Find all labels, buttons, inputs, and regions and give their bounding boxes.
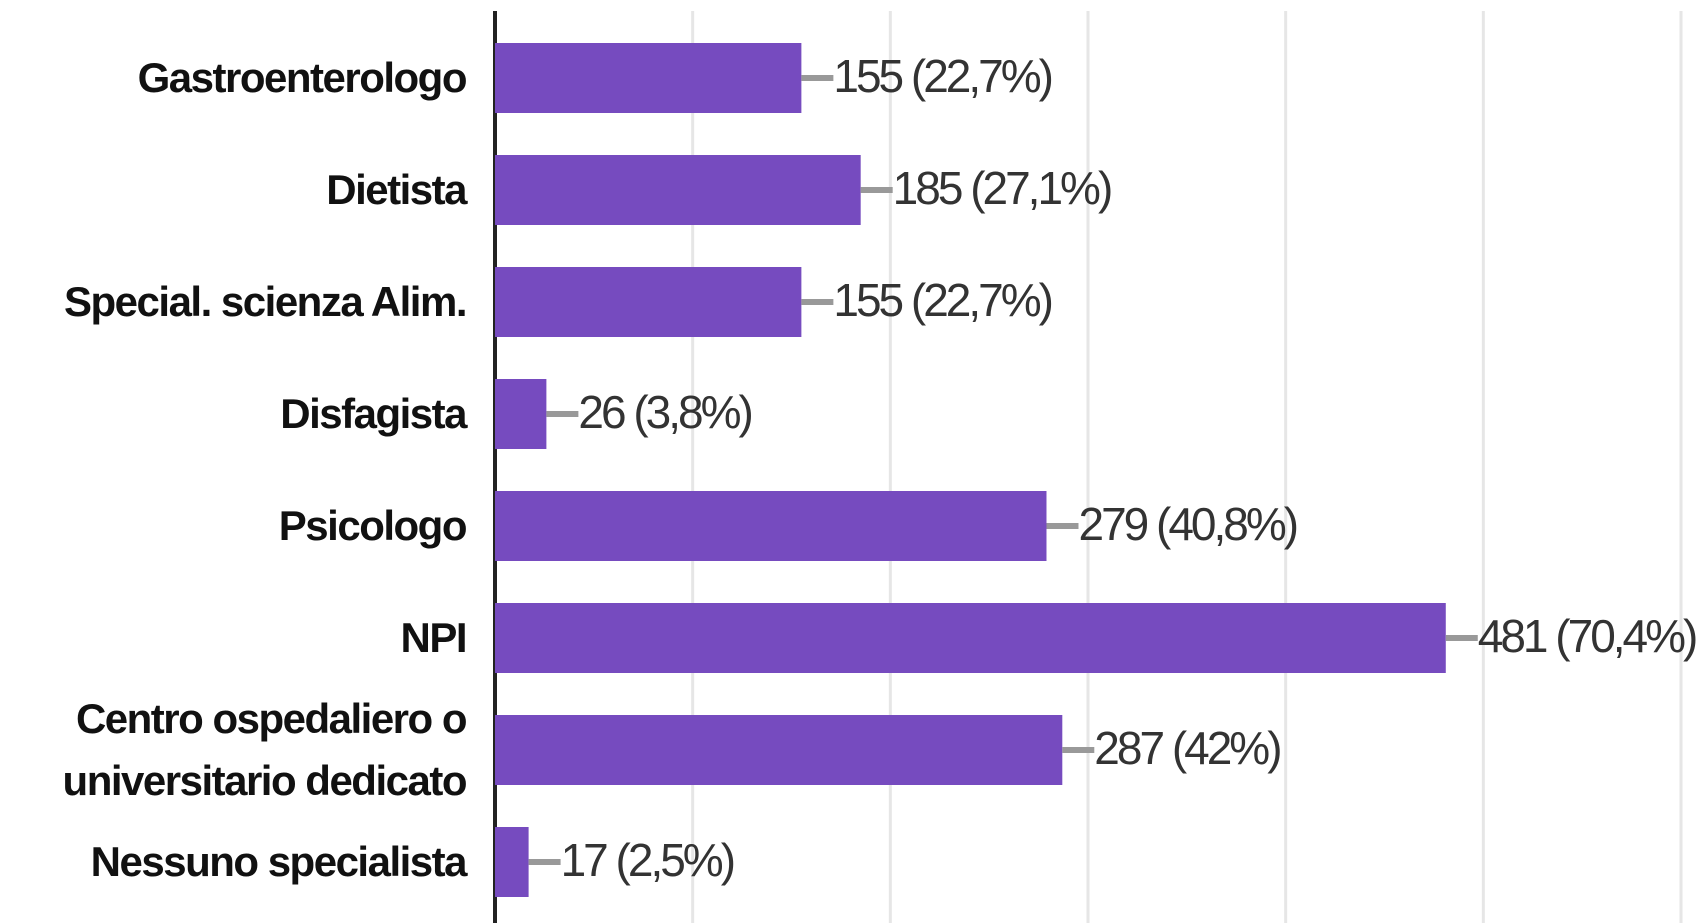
bar <box>495 827 529 897</box>
bar <box>495 379 547 449</box>
y-tick-label: Centro ospedaliero o universitario dedic… <box>62 695 468 804</box>
y-tick-label: NPI <box>400 614 467 661</box>
value-label: 481 (70,4%) <box>1478 610 1696 662</box>
y-tick-label: Gastroenterologo <box>137 54 468 101</box>
bar <box>495 155 861 225</box>
value-label: 279 (40,8%) <box>1078 498 1296 550</box>
y-tick-label: Disfagista <box>280 390 467 437</box>
bar <box>495 715 1063 785</box>
value-label: 155 (22,7%) <box>833 274 1051 326</box>
bar <box>495 43 802 113</box>
value-label: 26 (3,8%) <box>578 386 751 438</box>
bar <box>495 267 802 337</box>
value-label: 287 (42%) <box>1094 722 1280 774</box>
y-tick-label: Special. scienza Alim. <box>64 278 467 325</box>
value-label: 17 (2,5%) <box>561 834 734 886</box>
value-label: 155 (22,7%) <box>833 50 1051 102</box>
y-tick-label: Psicologo <box>278 502 468 549</box>
value-label: 185 (27,1%) <box>893 162 1111 214</box>
y-tick-label: Dietista <box>326 166 467 213</box>
bar <box>495 491 1047 561</box>
bar <box>495 603 1446 673</box>
y-tick-label: Nessuno specialista <box>90 838 468 885</box>
